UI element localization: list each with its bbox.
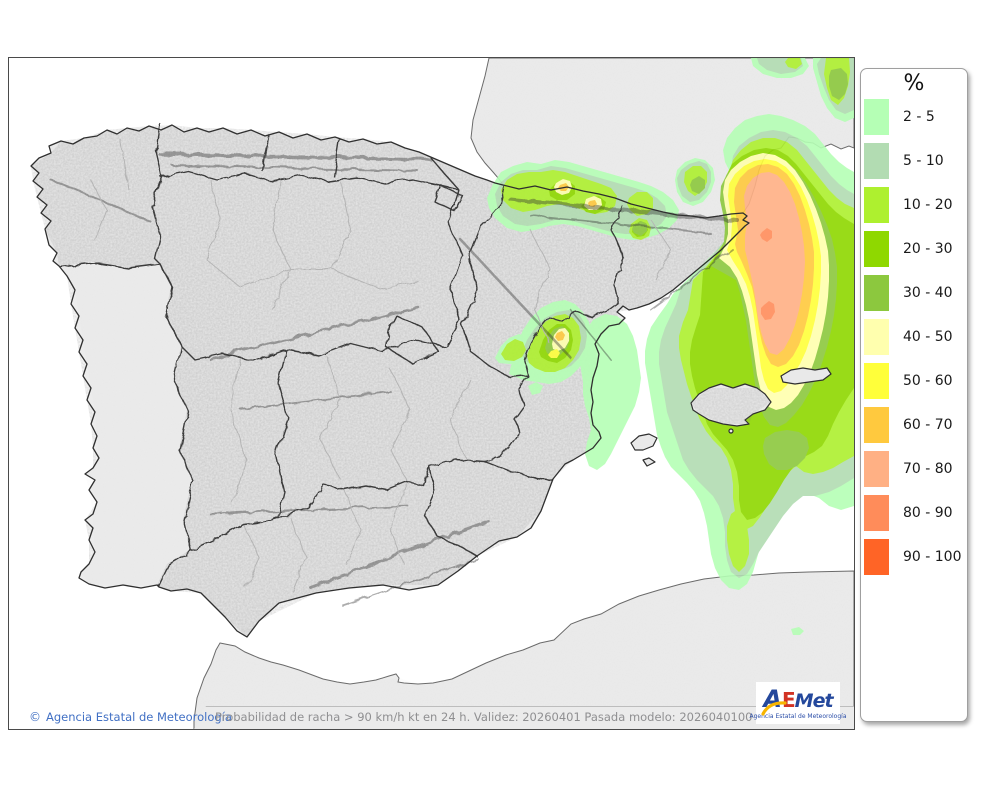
legend-item: 80 - 90: [864, 495, 967, 531]
footer-bar: © Agencia Estatal de Meteorología Probabi…: [9, 706, 854, 729]
legend-item: 50 - 60: [864, 363, 967, 399]
logo-letters-met: Met: [794, 690, 834, 712]
legend-color-swatch: [864, 407, 889, 443]
legend-color-swatch: [864, 363, 889, 399]
legend-range-label: 90 - 100: [903, 549, 962, 565]
aemet-wordmark: AEMet: [761, 685, 834, 716]
legend-color-swatch: [864, 99, 889, 135]
footer-info-text: Probabilidad de racha > 90 km/h kt en 24…: [215, 710, 753, 724]
legend-range-label: 30 - 40: [903, 285, 953, 301]
land-iberia: [31, 125, 749, 637]
province-borders: [88, 137, 670, 591]
legend-item: 5 - 10: [864, 143, 967, 179]
legend-item: 20 - 30: [864, 231, 967, 267]
coastlines: [30, 124, 750, 638]
relief-hatching: [48, 151, 739, 605]
aemet-swoosh-icon: [761, 701, 788, 716]
legend-range-label: 5 - 10: [903, 153, 944, 169]
footer-copyright: © Agencia Estatal de Meteorología: [29, 706, 232, 729]
legend-item: 70 - 80: [864, 451, 967, 487]
land-africa: [193, 570, 854, 729]
legend-item: 10 - 20: [864, 187, 967, 223]
probability-legend: % 2 - 5 5 - 10 10 - 20 20 - 30 30 - 40 40 - 5…: [860, 68, 968, 722]
legend-item: 2 - 5: [864, 99, 967, 135]
logo-letter-a: A: [763, 685, 782, 713]
iberia-probability-map: [9, 58, 854, 729]
legend-title: %: [903, 71, 925, 96]
region-borders: [58, 121, 624, 586]
legend-color-swatch: [864, 231, 889, 267]
legend-item: 90 - 100: [864, 539, 967, 575]
legend-color-swatch: [864, 187, 889, 223]
legend-color-swatch: [864, 275, 889, 311]
legend-color-swatch: [864, 495, 889, 531]
legend-range-label: 10 - 20: [903, 197, 953, 213]
legend-color-swatch: [864, 451, 889, 487]
legend-range-label: 70 - 80: [903, 461, 953, 477]
formentera: [642, 457, 656, 467]
legend-item: 60 - 70: [864, 407, 967, 443]
legend-range-label: 50 - 60: [903, 373, 953, 389]
ibiza: [630, 433, 658, 451]
legend-color-swatch: [864, 539, 889, 575]
menorca: [780, 367, 832, 385]
mallorca-relief: [691, 388, 771, 424]
legend-color-swatch: [864, 143, 889, 179]
copyright-text: Agencia Estatal de Meteorología: [46, 710, 232, 724]
aemet-logo: AEMet Agencia Estatal de Meteorología: [750, 682, 847, 724]
legend-color-swatch: [864, 319, 889, 355]
legend-range-label: 40 - 50: [903, 329, 953, 345]
copyright-icon: ©: [29, 710, 41, 724]
legend-range-label: 60 - 70: [903, 417, 953, 433]
probability-field: [487, 58, 854, 635]
map-canvas: © Agencia Estatal de Meteorología Probabi…: [8, 57, 855, 730]
legend-item: 40 - 50: [864, 319, 967, 355]
legend-rows: 2 - 5 5 - 10 10 - 20 20 - 30 30 - 40 40 - 50 5…: [861, 99, 967, 575]
footer-info-panel: [194, 706, 854, 729]
legend-range-label: 2 - 5: [903, 109, 935, 125]
legend-range-label: 20 - 30: [903, 241, 953, 257]
logo-letter-e: E: [782, 688, 796, 712]
legend-item: 30 - 40: [864, 275, 967, 311]
aemet-logo-subtitle: Agencia Estatal de Meteorología: [749, 713, 847, 720]
cabrera: [728, 428, 734, 434]
legend-range-label: 80 - 90: [903, 505, 953, 521]
